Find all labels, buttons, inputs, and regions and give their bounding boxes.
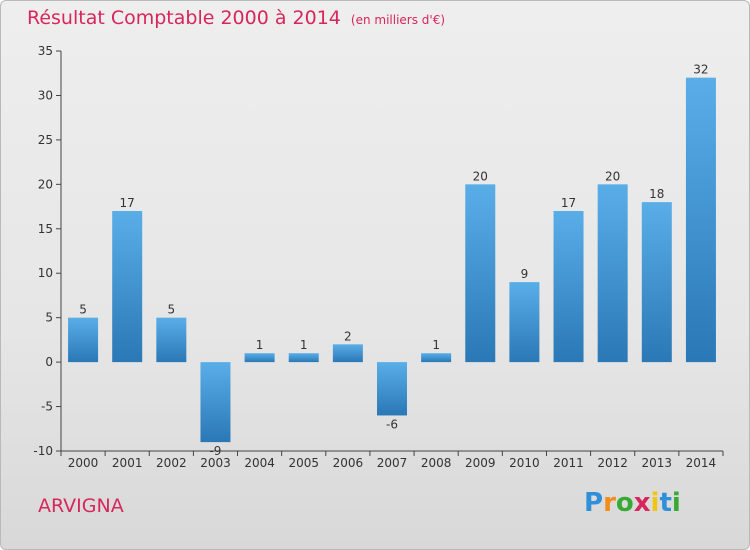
data-label-2013: 18 (649, 187, 664, 201)
data-label-2005: 1 (300, 338, 308, 352)
data-label-2002: 5 (168, 303, 176, 317)
chart-title: Résultat Comptable 2000 à 2014 (en millie… (27, 7, 445, 29)
bar-2007 (377, 362, 407, 416)
y-tick-label: 20 (38, 177, 53, 191)
bar-2010 (509, 282, 540, 363)
data-label-2006: 2 (344, 329, 352, 343)
bar-2013 (641, 202, 672, 363)
data-label-2010: 9 (521, 267, 529, 281)
x-tick-label-2004: 2004 (244, 456, 275, 470)
y-tick-label: 5 (45, 311, 53, 325)
x-tick-label-2001: 2001 (112, 456, 143, 470)
x-tick-label-2012: 2012 (597, 456, 628, 470)
proxiti-logo[interactable]: Proxiti (584, 488, 681, 518)
logo-letter: t (659, 488, 672, 518)
x-tick-label-2008: 2008 (421, 456, 452, 470)
x-tick-label-2014: 2014 (686, 456, 717, 470)
y-tick-label: 0 (45, 355, 53, 369)
data-label-2012: 20 (605, 169, 620, 183)
y-tick-label: -10 (33, 444, 53, 458)
x-tick-label-2011: 2011 (553, 456, 584, 470)
bar-2000 (68, 317, 99, 363)
x-tick-label-2013: 2013 (642, 456, 673, 470)
x-tick-label-2007: 2007 (377, 456, 408, 470)
y-tick-label: 25 (38, 133, 53, 147)
data-label-2007: -6 (386, 417, 398, 431)
x-tick-label-2005: 2005 (288, 456, 319, 470)
logo-letter: P (584, 488, 604, 518)
y-tick-label: 15 (38, 222, 53, 236)
x-tick-label-2003: 2003 (200, 456, 231, 470)
commune-name: ARVIGNA (38, 495, 124, 517)
data-label-2004: 1 (256, 338, 264, 352)
data-label-2009: 20 (473, 169, 488, 183)
bar-2005 (288, 353, 319, 363)
bar-2014 (685, 77, 716, 363)
data-label-2008: 1 (432, 338, 440, 352)
logo-letter: o (615, 488, 634, 518)
x-tick-label-2000: 2000 (68, 456, 99, 470)
x-tick-label-2010: 2010 (509, 456, 540, 470)
y-tick-label: -5 (41, 400, 53, 414)
y-tick-label: 30 (38, 88, 53, 102)
bar-2011 (553, 211, 584, 363)
data-label-2014: 32 (693, 63, 708, 77)
bar-2002 (156, 317, 187, 363)
chart-subtitle: (en milliers d'€) (350, 13, 446, 27)
x-tick-label-2002: 2002 (156, 456, 187, 470)
bar-2003 (200, 362, 231, 443)
logo-letter: i (671, 488, 681, 518)
bar-2012 (597, 184, 628, 363)
x-tick-label-2009: 2009 (465, 456, 496, 470)
data-label-2000: 5 (79, 303, 87, 317)
logo-letter: x (633, 488, 651, 518)
bar-2008 (421, 353, 452, 363)
bar-2006 (332, 344, 363, 363)
data-label-2003: -9 (209, 444, 221, 458)
data-label-2001: 17 (120, 196, 135, 210)
logo-letter: r (603, 488, 616, 518)
y-tick-label: 10 (38, 266, 53, 280)
bar-2001 (112, 211, 143, 363)
x-tick-label-2006: 2006 (333, 456, 364, 470)
bar-2004 (244, 353, 275, 363)
y-tick-label: 35 (38, 44, 53, 58)
logo-letter: i (650, 488, 660, 518)
chart-title-text: Résultat Comptable 2000 à 2014 (27, 7, 341, 29)
bar-2009 (465, 184, 496, 363)
data-label-2011: 17 (561, 196, 576, 210)
